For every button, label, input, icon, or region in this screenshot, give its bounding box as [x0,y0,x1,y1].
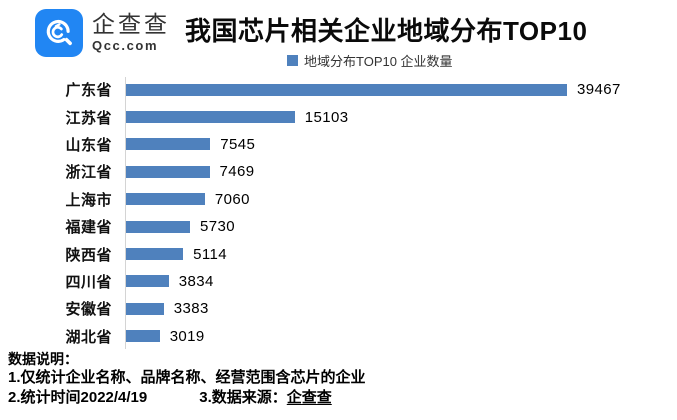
y-axis-line [125,77,126,349]
footer-note-3: 3.数据来源：企查查 [199,388,332,408]
chart-title: 我国芯片相关企业地域分布TOP10 [185,16,588,46]
value-label: 15103 [304,108,349,126]
category-label: 安徽省 [65,301,112,319]
value-label: 5730 [200,218,235,236]
chart-row: 山东省 7545 [0,131,677,158]
legend-swatch-icon [287,55,298,66]
bar-track: 15103 [126,109,677,126]
bar [126,193,205,206]
value-label: 7545 [220,135,256,153]
bar [126,330,160,343]
chart-row: 广东省 39467 [0,76,677,103]
footer-note-1: 1.仅统计企业名称、品牌名称、经营范围含芯片的企业 [8,369,366,386]
qcc-logo-icon [35,9,83,57]
chart-row: 四川省 3834 [0,268,677,295]
bar-track: 5730 [126,218,677,235]
category-label: 陕西省 [65,246,112,264]
category-label: 上海市 [65,191,112,209]
category-label: 四川省 [65,273,112,291]
bar-track: 7469 [126,163,677,180]
bar [126,83,567,96]
category-label: 浙江省 [65,164,112,182]
bar-track: 7060 [126,191,677,208]
value-label: 3383 [173,300,209,318]
data-source-name: 企查查 [286,389,332,406]
legend: 地域分布TOP10 企业数量 [287,51,453,70]
brand-domain: Qcc.com [92,38,159,53]
bar-track: 7545 [126,136,677,153]
chart-row: 安徽省 3383 [0,295,677,322]
bar [126,220,190,233]
chart-row: 上海市 7060 [0,186,677,213]
value-label: 7469 [219,163,255,181]
bar-track: 3383 [126,300,677,317]
category-label: 山东省 [65,136,112,154]
bar [126,111,295,124]
footer-note-row: 2.统计时间2022/4/19 3.数据来源：企查查 [8,388,366,408]
bar-track: 3019 [126,328,677,345]
footer-heading: 数据说明： [8,351,78,367]
chart-row: 湖北省 3019 [0,323,677,350]
brand-name: 企查查 [92,11,170,37]
bar-track: 5114 [126,246,677,263]
chart-row: 江苏省 15103 [0,103,677,130]
value-label: 3019 [169,327,205,345]
bar [126,248,184,261]
bar-track: 3834 [126,273,677,290]
chart-row: 福建省 5730 [0,213,677,240]
legend-label: 地域分布TOP10 企业数量 [304,54,453,69]
value-label: 3834 [178,272,214,290]
category-label: 广东省 [65,82,112,100]
category-label: 江苏省 [65,109,112,127]
footer-notes: 数据说明： 1.仅统计企业名称、品牌名称、经营范围含芯片的企业 2.统计时间20… [8,350,366,408]
brand-text: 企查查 Qcc.com [92,11,170,53]
bar-track: 39467 [126,81,677,98]
value-label: 39467 [577,81,621,99]
bar [126,275,169,288]
bar [126,165,210,178]
chart-row: 浙江省 7469 [0,158,677,185]
footer-note-3-prefix: 3.数据来源： [199,389,287,406]
value-label: 7060 [214,190,250,208]
footer-note-2: 2.统计时间2022/4/19 [8,389,148,406]
bar [126,138,211,151]
chart-row: 陕西省 5114 [0,240,677,267]
category-label: 福建省 [65,219,112,237]
value-label: 5114 [193,245,227,263]
bar-chart: 广东省 39467 江苏省 15103 山东省 7545 浙江省 7469 上海… [0,76,677,350]
bar [126,302,164,315]
category-label: 湖北省 [65,328,112,346]
